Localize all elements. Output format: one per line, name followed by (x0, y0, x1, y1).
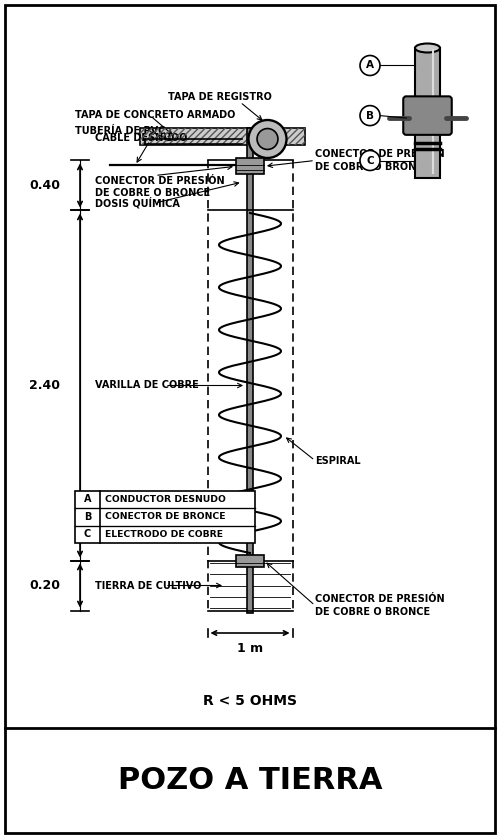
Bar (75, 490, 255, 543)
Text: C: C (366, 156, 374, 165)
Text: TAPA DE REGISTRO: TAPA DE REGISTRO (168, 92, 272, 102)
Text: CONDUCTOR DESNUDO: CONDUCTOR DESNUDO (105, 494, 226, 504)
Text: 0.20: 0.20 (30, 579, 60, 592)
Circle shape (360, 55, 380, 75)
Text: C: C (84, 530, 91, 539)
Text: CONECTOR DE BRONCE: CONECTOR DE BRONCE (105, 512, 226, 521)
Text: CONECTOR DE PRESIÓN
DE COBRE O BRONCE: CONECTOR DE PRESIÓN DE COBRE O BRONCE (315, 594, 444, 617)
Text: B: B (366, 111, 374, 121)
Circle shape (360, 106, 380, 126)
Bar (236, 158, 264, 174)
Text: B: B (84, 512, 91, 522)
Text: A: A (84, 494, 91, 504)
Text: 2.40: 2.40 (30, 379, 60, 392)
Text: 0.40: 0.40 (30, 179, 60, 192)
Text: POZO A TIERRA: POZO A TIERRA (118, 766, 382, 795)
FancyBboxPatch shape (403, 96, 452, 135)
Bar (247, 128, 253, 613)
Bar (140, 128, 305, 146)
Text: ESPIRAL: ESPIRAL (315, 456, 360, 465)
Text: DOSIS QUÍMICA: DOSIS QUÍMICA (95, 197, 180, 209)
Text: R < 5 OHMS: R < 5 OHMS (203, 694, 297, 707)
Circle shape (248, 120, 286, 158)
Text: ELECTRODO DE COBRE: ELECTRODO DE COBRE (105, 530, 223, 539)
Text: 1 m: 1 m (237, 642, 263, 654)
Text: TUBERÍA DE PVC: TUBERÍA DE PVC (75, 126, 166, 136)
Text: VARILLA DE COBRE: VARILLA DE COBRE (95, 380, 199, 391)
Bar (236, 555, 264, 566)
Text: CONECTOR DE PRESIÓN
DE COBRE O BRONCE: CONECTOR DE PRESIÓN DE COBRE O BRONCE (95, 175, 224, 198)
Bar (415, 48, 440, 178)
Text: CABLE DESNUDO: CABLE DESNUDO (95, 133, 188, 143)
Text: A: A (366, 60, 374, 70)
Bar (140, 128, 305, 146)
Ellipse shape (415, 44, 440, 53)
Text: TIERRA DE CULTIVO: TIERRA DE CULTIVO (95, 581, 202, 591)
Circle shape (257, 128, 278, 149)
Text: TAPA DE CONCRETO ARMADO: TAPA DE CONCRETO ARMADO (75, 111, 235, 121)
Text: CONECTOR DE PRESIÓN
DE COBRE O BRONCE: CONECTOR DE PRESIÓN DE COBRE O BRONCE (315, 149, 444, 172)
Circle shape (360, 151, 380, 170)
